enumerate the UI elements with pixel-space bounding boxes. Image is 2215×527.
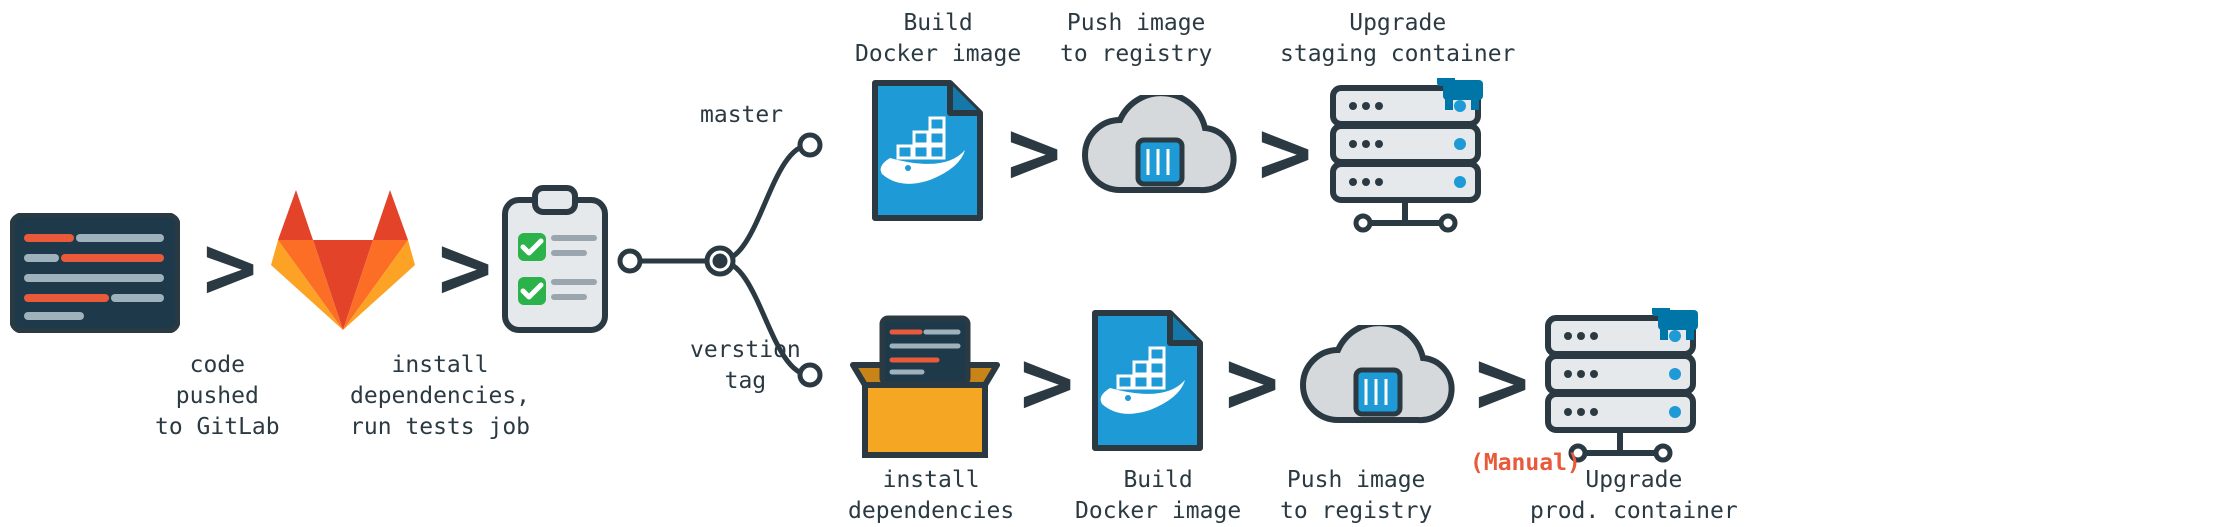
label-code-pushed: code pushed to GitLab [155, 350, 280, 443]
docker-file-icon [870, 78, 985, 223]
arrow-icon: > [438, 215, 492, 320]
arrow-icon: > [1020, 330, 1074, 435]
server-rancher-icon [1328, 78, 1493, 238]
cloud-registry-icon [1075, 95, 1240, 215]
cloud-registry-icon [1293, 325, 1458, 445]
label-install-tests: install dependencies, run tests job [350, 350, 530, 443]
label-build-docker: Build Docker image [1075, 465, 1241, 527]
server-rancher-icon [1543, 308, 1708, 468]
gitlab-logo-icon [268, 185, 418, 335]
arrow-icon: > [1475, 330, 1529, 435]
arrow-icon: > [203, 215, 257, 320]
arrow-icon: > [1225, 330, 1279, 435]
label-upgrade-prod: Upgrade prod. container [1530, 465, 1738, 527]
clipboard-tests-icon [500, 185, 610, 335]
code-terminal-icon [10, 213, 180, 333]
label-branch-tag: verstion tag [690, 335, 801, 397]
docker-file-icon [1090, 308, 1205, 453]
label-push-registry: Push image to registry [1280, 465, 1432, 527]
label-push-registry: Push image to registry [1060, 8, 1212, 70]
arrow-icon: > [1007, 100, 1061, 205]
label-upgrade-staging: Upgrade staging container [1280, 8, 1515, 70]
arrow-icon: > [1258, 100, 1312, 205]
package-box-icon [850, 310, 1000, 460]
label-build-docker: Build Docker image [855, 8, 1021, 70]
label-install-deps: install dependencies [848, 465, 1014, 527]
label-branch-master: master [700, 100, 783, 131]
